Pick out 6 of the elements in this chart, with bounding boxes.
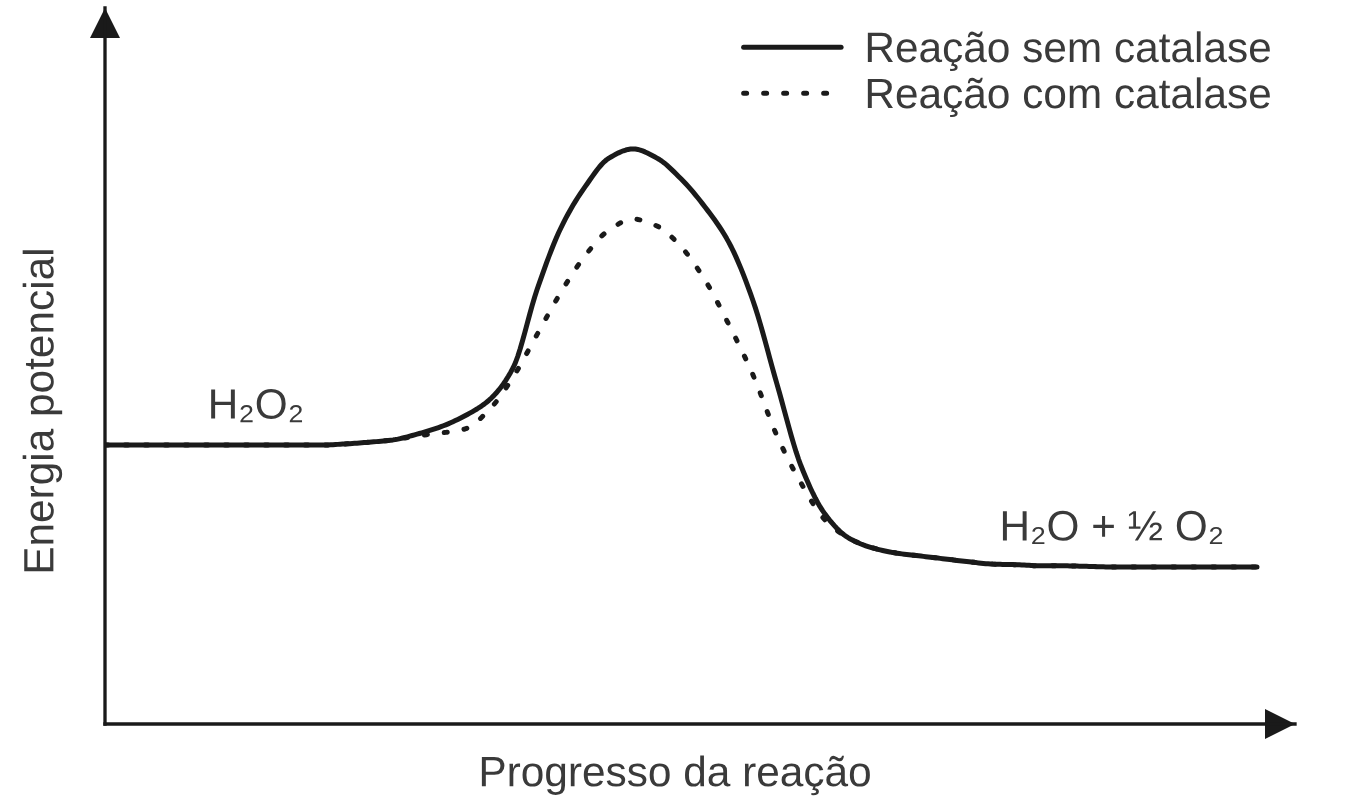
legend-label: Reação com catalase [867,77,1270,117]
x-axis-title: Progresso da reação [481,755,870,796]
annotation: H₂O + ½ O₂ [1002,510,1223,545]
y-axis-title: Energia potencial [22,250,63,572]
legend-label: Reação sem catalase [867,31,1270,71]
annotation: H₂O₂ [211,388,303,423]
